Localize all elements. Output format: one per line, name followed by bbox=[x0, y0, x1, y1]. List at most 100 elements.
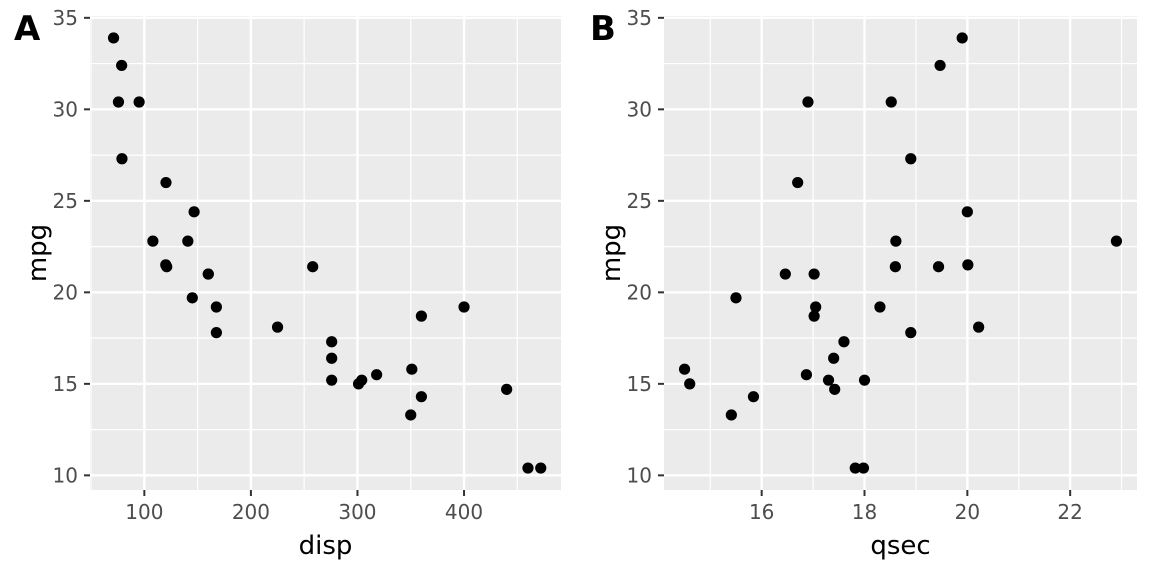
data-point-a bbox=[186, 292, 198, 304]
data-point-b bbox=[829, 383, 841, 395]
y-tick-label-b: 15 bbox=[627, 372, 652, 396]
data-point-b bbox=[973, 321, 985, 333]
data-point-a bbox=[182, 235, 194, 247]
x-tick-label-b: 18 bbox=[852, 500, 877, 524]
x-tick-label-b: 20 bbox=[955, 500, 980, 524]
data-point-a bbox=[501, 383, 513, 395]
data-point-a bbox=[405, 409, 417, 421]
x-tick-label-b: 16 bbox=[749, 500, 774, 524]
data-point-b bbox=[961, 206, 973, 218]
data-point-a bbox=[326, 374, 338, 386]
data-point-b bbox=[857, 462, 870, 474]
data-point-b bbox=[779, 268, 791, 280]
points-b bbox=[678, 32, 1123, 474]
data-point-b bbox=[747, 391, 760, 403]
data-point-a bbox=[415, 310, 428, 322]
x-tick-label-b: 22 bbox=[1057, 500, 1082, 524]
data-point-a bbox=[188, 206, 200, 218]
data-point-b bbox=[828, 352, 840, 364]
data-point-a bbox=[307, 261, 319, 273]
y-axis-title-b: mpg bbox=[597, 224, 627, 282]
data-point-b bbox=[822, 374, 835, 386]
data-point-a bbox=[107, 32, 120, 44]
data-point-b bbox=[730, 292, 742, 304]
data-point-a bbox=[116, 153, 128, 165]
data-point-a bbox=[202, 268, 214, 280]
data-point-b bbox=[934, 59, 946, 72]
y-axis-title-a: mpg bbox=[23, 224, 53, 282]
data-point-a bbox=[116, 59, 128, 72]
panel-b: B 16 18 20 22 10 15 20 25 30 35 qsec mpg bbox=[590, 6, 1137, 561]
plot-background-b bbox=[664, 16, 1137, 490]
minor-gridlines-a bbox=[90, 16, 561, 490]
y-tick-label-b: 25 bbox=[627, 189, 652, 213]
data-point-b bbox=[808, 310, 820, 322]
panel-tag-a: A bbox=[14, 9, 41, 49]
data-point-b bbox=[678, 363, 691, 375]
data-point-a bbox=[522, 462, 534, 474]
data-point-a bbox=[210, 327, 222, 339]
major-gridlines-b bbox=[664, 16, 1137, 490]
x-tick-labels-b: 16 18 20 22 bbox=[749, 500, 1083, 524]
y-tick-label-a: 35 bbox=[53, 6, 78, 30]
data-point-a bbox=[535, 462, 547, 474]
minor-gridlines-b bbox=[664, 16, 1137, 490]
y-tick-label-a: 30 bbox=[53, 97, 78, 121]
panel-a: A 100 200 300 400 10 15 20 25 30 35 disp mpg bbox=[14, 6, 561, 561]
y-tick-label-a: 10 bbox=[53, 463, 78, 487]
major-gridlines-a bbox=[90, 16, 561, 490]
y-tick-label-a: 20 bbox=[53, 280, 78, 304]
plot-background-a bbox=[90, 16, 561, 490]
data-point-b bbox=[858, 374, 871, 386]
data-point-a bbox=[271, 321, 284, 333]
data-point-b bbox=[905, 153, 917, 165]
data-point-b bbox=[849, 462, 861, 474]
x-tick-labels-a: 100 200 300 400 bbox=[125, 500, 483, 524]
data-point-b bbox=[889, 261, 901, 273]
data-point-a bbox=[147, 235, 159, 247]
x-axis-title-a: disp bbox=[299, 531, 353, 561]
y-tick-label-a: 25 bbox=[53, 189, 78, 213]
data-point-b bbox=[725, 409, 737, 421]
data-point-b bbox=[800, 369, 813, 381]
data-point-b bbox=[838, 336, 850, 348]
axis-ticks-a bbox=[84, 16, 466, 496]
data-point-a bbox=[458, 301, 470, 313]
y-tick-label-b: 35 bbox=[627, 6, 652, 30]
data-point-a bbox=[160, 176, 172, 189]
x-axis-title-b: qsec bbox=[870, 531, 930, 561]
x-tick-label-a: 300 bbox=[338, 500, 376, 524]
data-point-b bbox=[792, 176, 804, 189]
y-tick-labels-b: 10 15 20 25 30 35 bbox=[627, 6, 652, 488]
data-point-a bbox=[326, 352, 338, 364]
data-point-b bbox=[802, 96, 814, 108]
data-point-b bbox=[810, 301, 822, 313]
y-tick-label-b: 20 bbox=[627, 280, 652, 304]
data-point-b bbox=[885, 96, 897, 108]
data-point-a bbox=[352, 378, 365, 390]
axis-ticks-b bbox=[658, 16, 1072, 496]
data-point-a bbox=[406, 363, 418, 375]
y-tick-label-a: 15 bbox=[53, 372, 78, 396]
x-tick-label-a: 200 bbox=[232, 500, 270, 524]
data-point-a bbox=[371, 369, 383, 381]
x-tick-label-a: 100 bbox=[125, 500, 163, 524]
data-point-a bbox=[112, 96, 125, 108]
y-tick-label-b: 10 bbox=[627, 463, 652, 487]
x-tick-label-a: 400 bbox=[445, 500, 483, 524]
data-point-a bbox=[415, 391, 428, 403]
data-point-b bbox=[905, 327, 917, 339]
data-point-b bbox=[890, 235, 902, 247]
panel-tag-b: B bbox=[590, 9, 616, 49]
data-point-b bbox=[684, 378, 696, 390]
data-point-a bbox=[210, 301, 222, 313]
data-point-b bbox=[1110, 235, 1123, 247]
data-point-b bbox=[808, 268, 820, 280]
data-point-b bbox=[956, 32, 968, 44]
data-point-b bbox=[874, 301, 886, 313]
data-point-a bbox=[133, 96, 145, 108]
y-tick-labels-a: 10 15 20 25 30 35 bbox=[53, 6, 78, 488]
y-tick-label-b: 30 bbox=[627, 97, 652, 121]
data-point-a bbox=[326, 336, 338, 348]
